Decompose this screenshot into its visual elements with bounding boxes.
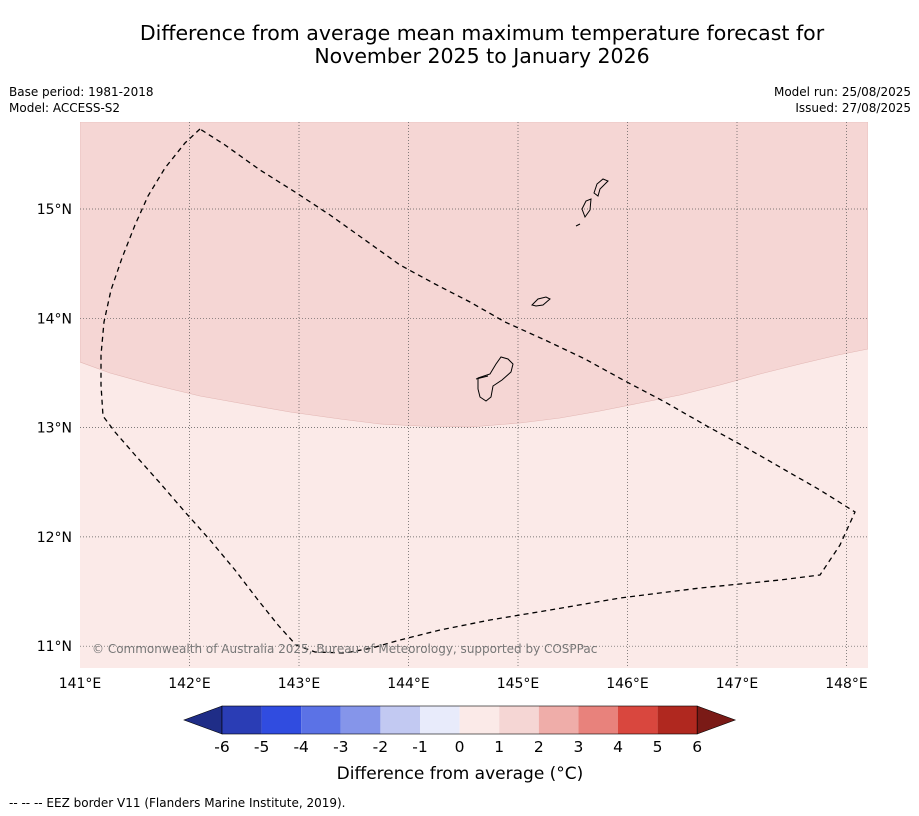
colorbar-tick-label: 6 — [692, 738, 703, 756]
colorbar-tick-label: -2 — [372, 738, 389, 756]
longitude-label: 143°E — [278, 676, 321, 692]
colorbar-title: Difference from average (°C) — [336, 764, 584, 784]
colorbar-tick-label: 2 — [533, 738, 544, 756]
gridlines — [80, 122, 868, 668]
colorbar-frame — [221, 705, 698, 735]
colorbar-tick-label: -1 — [412, 738, 428, 756]
colorbar-swatch — [420, 706, 460, 734]
title-line-2: November 2025 to January 2026 — [314, 44, 650, 68]
colorbar-swatch — [538, 706, 579, 734]
latitude-labels: 15°N 14°N 13°N 12°N 11°N — [37, 202, 72, 655]
colorbar — [183, 705, 737, 735]
eez-border — [100, 128, 856, 654]
colorbar-swatch — [261, 706, 302, 734]
colorbar-tick-label: -4 — [293, 738, 309, 756]
colorbar-swatch — [657, 706, 698, 734]
colorbar-tick-label: 1 — [494, 738, 505, 756]
latitude-label: 11°N — [37, 639, 72, 655]
island-saipan — [593, 178, 609, 197]
island-guam — [477, 356, 514, 402]
colorbar-tick-label: 3 — [573, 738, 584, 756]
longitude-label: 142°E — [168, 676, 211, 692]
longitude-label: 146°E — [606, 676, 649, 692]
island-tinian — [581, 198, 592, 219]
colorbar-swatch — [301, 706, 341, 734]
model-run: Model run: 25/08/2025 — [773, 85, 911, 99]
latitude-label: 15°N — [37, 202, 72, 218]
colorbar-tick-label: -6 — [214, 738, 230, 756]
base-period: Base period: 1981-2018 — [9, 85, 154, 99]
longitude-label: 145°E — [497, 676, 540, 692]
footnote: -- -- -- EEZ border V11 (Flanders Marine… — [9, 796, 346, 810]
colorbar-extend-max — [696, 705, 737, 735]
island-rota — [531, 296, 551, 307]
longitude-label: 148°E — [825, 676, 868, 692]
colorbar-tick-label: 0 — [454, 738, 465, 756]
colorbar-swatch — [340, 706, 381, 734]
meta-left: Base period: 1981-2018 Model: ACCESS-S2 — [9, 84, 154, 116]
colorbar-tick-label: -5 — [253, 738, 270, 756]
copyright-notice: © Commonwealth of Australia 2025, Bureau… — [92, 642, 597, 656]
latitude-label: 13°N — [37, 421, 72, 437]
island-guam-peninsula — [475, 375, 489, 380]
colorbar-swatch — [499, 706, 539, 734]
colorbar-swatch — [380, 706, 420, 734]
longitude-label: 147°E — [716, 676, 759, 692]
title-line-1: Difference from average mean maximum tem… — [139, 21, 825, 45]
issued-date: Issued: 27/08/2025 — [795, 101, 911, 115]
longitude-label: 141°E — [59, 676, 102, 692]
meta-right: Model run: 25/08/2025 Issued: 27/08/2025 — [774, 84, 911, 116]
island-aguijan — [575, 223, 581, 227]
colorbar-swatch — [578, 706, 618, 734]
longitude-labels: 141°E 142°E 143°E 144°E 145°E 146°E 147°E 148°E — [59, 676, 868, 692]
longitude-label: 144°E — [387, 676, 430, 692]
colorbar-swatch — [222, 706, 262, 734]
map-plot: © Commonwealth of Australia 2025, Bureau… — [80, 122, 868, 668]
colorbar-tick-label: 5 — [652, 738, 663, 756]
latitude-label: 14°N — [37, 311, 72, 327]
colorbar-extend-min — [183, 705, 223, 735]
model-name: Model: ACCESS-S2 — [9, 101, 121, 115]
colorbar-tick-label: -3 — [333, 738, 349, 756]
latitude-label: 12°N — [37, 530, 72, 546]
colorbar-swatch — [459, 706, 500, 734]
colorbar-swatch — [618, 706, 658, 734]
anomaly-region-1-to-2 — [80, 122, 868, 428]
chart-title: Difference from average mean maximum tem… — [0, 22, 919, 68]
colorbar-tick-label: 4 — [613, 738, 623, 756]
